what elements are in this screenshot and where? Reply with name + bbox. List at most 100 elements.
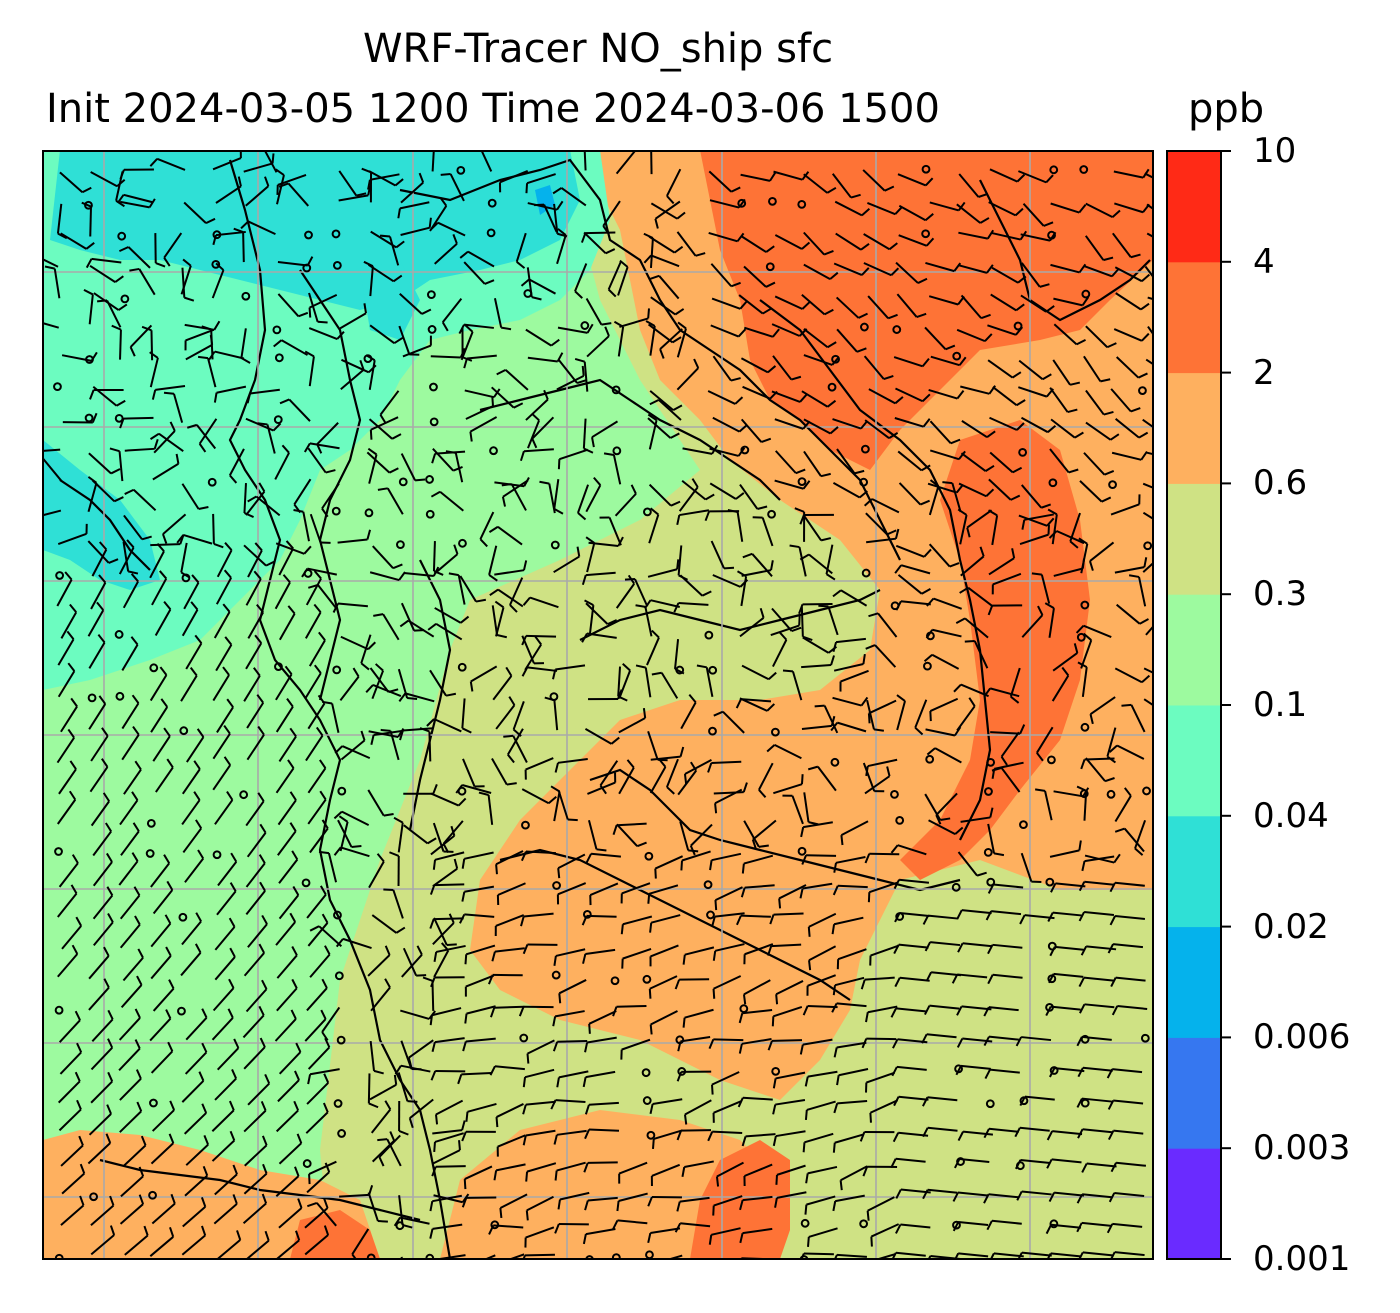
- wind-barb-shaft: [91, 549, 108, 577]
- wind-barb-shaft: [183, 201, 207, 224]
- wind-barb-shaft: [88, 642, 106, 669]
- wind-barb-shaft: [59, 171, 84, 194]
- wind-barb-flag: [1078, 911, 1085, 922]
- wind-barb-shaft: [182, 1206, 206, 1228]
- wind-barb-shaft: [1144, 172, 1153, 179]
- wind-barb-flag: [110, 468, 121, 475]
- wind-barb-flag: [983, 1193, 990, 1204]
- wind-barb-flag: [360, 662, 370, 671]
- wind-barb-shaft: [991, 266, 1019, 284]
- wind-barb-flag: [862, 1166, 869, 1177]
- wind-barb-shaft: [684, 1160, 714, 1169]
- wind-barb-flag: [682, 1017, 686, 1028]
- wind-barb-shaft: [470, 665, 498, 683]
- wind-barb-shaft: [401, 954, 423, 978]
- calm-wind-circle: [704, 630, 714, 640]
- calm-wind-circle: [337, 1129, 347, 1138]
- wind-barb-flag: [258, 482, 266, 492]
- wind-barb-flag: [584, 1042, 589, 1053]
- wind-barb-shaft: [309, 1068, 340, 1076]
- wind-barb-flag: [1047, 424, 1057, 433]
- wind-barb-shaft: [459, 575, 477, 603]
- calm-wind-circle: [737, 198, 747, 208]
- wind-barb-shaft: [1112, 1222, 1143, 1228]
- wind-barb-flag: [163, 257, 171, 267]
- wind-barb-shaft: [59, 1051, 82, 1075]
- wind-barb-shaft: [1115, 418, 1140, 439]
- calm-wind-circle: [145, 849, 155, 858]
- wind-barb-shaft: [213, 611, 231, 639]
- wind-barb-shaft: [1053, 323, 1078, 346]
- wind-barb-shaft: [1114, 881, 1145, 887]
- wind-barb-flag: [1019, 724, 1026, 735]
- wind-barb-flag: [582, 1233, 587, 1245]
- wind-barb-flag: [799, 1044, 804, 1055]
- wind-barb-shaft: [463, 323, 494, 329]
- wind-barb-shaft: [524, 1068, 555, 1079]
- wind-barb-shaft: [243, 162, 273, 173]
- wind-barb-flag: [293, 1100, 300, 1111]
- wind-barb-flag: [921, 393, 931, 402]
- wind-barb-shaft: [90, 800, 110, 827]
- wind-barb-shaft: [677, 770, 697, 796]
- wind-barb-shaft: [263, 151, 278, 173]
- wind-barb-shaft: [556, 1161, 586, 1172]
- wind-barb-flag: [1162, 543, 1166, 552]
- wind-barb-flag: [24, 254, 31, 261]
- wind-barb-shaft: [803, 450, 822, 477]
- wind-barb-shaft: [711, 297, 741, 310]
- wind-barb-shaft: [89, 264, 116, 283]
- wind-barb-flag: [98, 541, 108, 551]
- wind-barb-flag: [298, 311, 309, 318]
- wind-barb-shaft: [244, 1144, 268, 1167]
- wind-barb-shaft: [274, 581, 291, 610]
- wind-barb-shaft: [837, 721, 867, 733]
- wind-barb-shaft: [586, 632, 617, 639]
- wind-barb-flag: [252, 146, 262, 147]
- wind-barb-shaft: [150, 1050, 174, 1074]
- colorbar-tick-label: 0.3: [1253, 574, 1308, 615]
- wind-barb-flag: [130, 573, 139, 583]
- calm-wind-circle: [302, 263, 312, 273]
- wind-barb-shaft: [214, 350, 245, 360]
- wind-barb-shaft: [934, 747, 962, 764]
- wind-barb-flag: [182, 258, 192, 267]
- wind-barb-flag: [190, 601, 199, 611]
- wind-barb-shaft: [1020, 1158, 1051, 1164]
- wind-barb-flag: [778, 631, 788, 641]
- wind-barb-flag: [1016, 399, 1026, 407]
- wind-barb-flag: [1000, 756, 1008, 766]
- wind-barb-shaft: [492, 675, 513, 701]
- gridlines: [43, 151, 1153, 1259]
- wind-barb-shaft: [495, 850, 524, 866]
- wind-barb-flag: [321, 978, 328, 989]
- wind-barb-flag: [469, 431, 473, 442]
- wind-barb-shaft: [435, 1099, 464, 1116]
- wind-barb-flag: [676, 211, 686, 220]
- wind-barb-flag: [775, 994, 779, 1005]
- wind-barb-shaft: [836, 1253, 867, 1258]
- wind-barb-flag: [1089, 560, 1094, 571]
- wind-barb-flag: [1111, 268, 1120, 278]
- colorbar-segment: [1167, 594, 1221, 706]
- wind-barb-flag: [272, 422, 282, 432]
- wind-barb-shaft: [483, 1254, 496, 1259]
- wind-barb-flag: [820, 537, 832, 542]
- wind-barb-shaft: [247, 611, 264, 639]
- wind-barb-flag: [986, 229, 995, 240]
- wind-barb-shaft: [659, 328, 683, 350]
- wind-barb-flag: [856, 347, 867, 353]
- wind-barb-flag: [558, 993, 562, 1004]
- wind-barb-flag: [319, 759, 327, 769]
- wind-barb-shaft: [434, 851, 465, 861]
- wind-barb-shaft: [773, 1005, 803, 1018]
- wind-barb-flag: [581, 915, 588, 926]
- colorbar-segment: [1167, 815, 1221, 928]
- coastline-south-west: [99, 1158, 421, 1222]
- wind-barb-shaft: [497, 525, 523, 546]
- wind-barb-flag: [398, 1130, 409, 1136]
- wind-barb-flag: [105, 1133, 112, 1144]
- field-turquoise-east: [360, 260, 420, 340]
- wind-barb-shaft: [713, 1038, 744, 1042]
- wind-barb-shaft: [800, 606, 804, 637]
